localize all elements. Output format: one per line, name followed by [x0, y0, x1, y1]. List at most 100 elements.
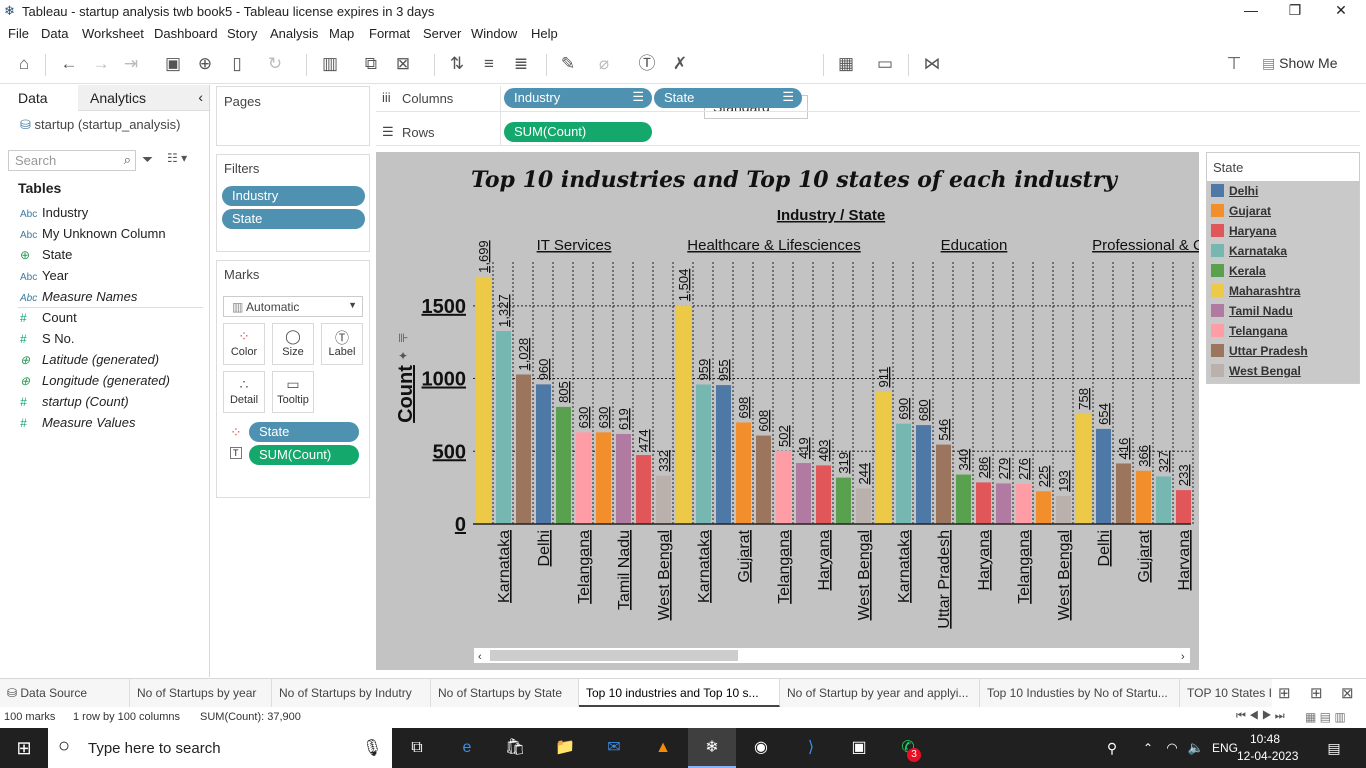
menu-worksheet[interactable]: Worksheet: [82, 26, 144, 41]
field-item[interactable]: Abc Year: [20, 268, 68, 288]
pages-card[interactable]: Pages: [216, 86, 370, 146]
sheet-tab[interactable]: No of Startups by year: [130, 679, 272, 707]
bar[interactable]: [676, 305, 691, 524]
people-icon[interactable]: ⚲: [1106, 740, 1118, 756]
share-icon[interactable]: ⋈: [923, 54, 941, 73]
bar[interactable]: [696, 384, 711, 524]
sheet-tab[interactable]: No of Startups by State: [431, 679, 579, 707]
bar[interactable]: [756, 435, 771, 524]
bar[interactable]: [1096, 428, 1111, 524]
menu-story[interactable]: Story: [227, 26, 258, 41]
sheet-tab[interactable]: No of Startup by year and applyi...: [780, 679, 980, 707]
close-icon[interactable]: ✕: [1335, 2, 1347, 18]
bar[interactable]: [476, 276, 491, 524]
bar[interactable]: [596, 432, 611, 524]
legend-item[interactable]: Telangana: [1211, 324, 1287, 344]
tab-data-source[interactable]: ⛁ Data Source: [0, 679, 130, 707]
bar[interactable]: [876, 391, 891, 524]
swap-rows-columns-icon[interactable]: ⇅: [449, 54, 465, 73]
edge-icon[interactable]: e: [462, 739, 472, 756]
legend-item[interactable]: Karnataka: [1211, 244, 1287, 264]
bar[interactable]: [1016, 483, 1031, 524]
column-pill-industry[interactable]: Industry ☰: [504, 88, 652, 108]
legend-item[interactable]: Kerala: [1211, 264, 1266, 284]
group-members-icon[interactable]: ⌀: [598, 54, 610, 73]
replay-icon[interactable]: ⇥: [123, 54, 139, 73]
bar[interactable]: [1116, 463, 1131, 524]
bar[interactable]: [816, 465, 831, 524]
notifications-icon[interactable]: ▤: [1327, 740, 1341, 756]
field-item[interactable]: Abc Measure Names: [20, 289, 137, 309]
legend-item[interactable]: Maharashtra: [1211, 284, 1300, 304]
menu-file[interactable]: File: [8, 26, 29, 41]
bar[interactable]: [616, 433, 631, 524]
language-indicator[interactable]: ENG: [1212, 741, 1239, 755]
field-item[interactable]: # S No.: [20, 331, 75, 351]
task-view-icon[interactable]: ⧉: [411, 739, 423, 756]
bar[interactable]: [956, 474, 971, 524]
sheet-tab[interactable]: Top 10 Industies by No of Startu...: [980, 679, 1180, 707]
bar[interactable]: [916, 425, 931, 524]
search-input[interactable]: Search ⌕: [8, 150, 136, 171]
scrollbar-thumb[interactable]: [490, 650, 738, 661]
pause-updates-icon[interactable]: ▯: [232, 54, 242, 73]
sheet-navigation-icon[interactable]: ⏮ ◀ ▶ ⏭: [1236, 710, 1285, 722]
clear-sheet-icon[interactable]: ⊠: [395, 54, 411, 73]
menu-map[interactable]: Map: [329, 26, 355, 41]
size-button[interactable]: ◯ Size: [272, 323, 314, 365]
mail-icon[interactable]: ✉: [607, 739, 621, 756]
menu-window[interactable]: Window: [471, 26, 518, 41]
row-pill-sum-count[interactable]: SUM(Count): [504, 122, 652, 142]
sort-ascending-icon[interactable]: ≡: [484, 54, 494, 73]
filter-pill-industry[interactable]: Industry: [222, 186, 365, 206]
wifi-icon[interactable]: ◠: [1166, 740, 1178, 755]
minimize-icon[interactable]: —: [1244, 2, 1258, 18]
field-item[interactable]: # startup (Count): [20, 394, 129, 414]
columns-shelf[interactable]: iii Columns Industry ☰ State ☰: [376, 86, 1360, 112]
pin-icon[interactable]: ⊤: [1226, 54, 1242, 73]
menu-dashboard[interactable]: Dashboard: [154, 26, 218, 41]
new-worksheet-icon[interactable]: ▥: [321, 54, 339, 73]
show-cards-icon[interactable]: ▦: [837, 54, 855, 73]
bar[interactable]: [636, 455, 651, 524]
mark-pill-state[interactable]: State: [249, 422, 359, 442]
vscode-icon[interactable]: ⟩: [807, 739, 815, 756]
view-options-icon[interactable]: ☷ ▾: [167, 151, 188, 165]
highlight-icon[interactable]: ✎: [560, 54, 576, 73]
sheet-tab[interactable]: Top 10 industries and Top 10 s...: [579, 679, 780, 707]
bar[interactable]: [1176, 490, 1191, 524]
bar[interactable]: [716, 385, 731, 524]
show-mark-labels-icon[interactable]: Ⓣ: [638, 54, 656, 73]
bar[interactable]: [836, 477, 851, 524]
home-icon[interactable]: ⌂: [18, 54, 30, 73]
chart-area[interactable]: Top 10 industries and Top 10 states of e…: [376, 152, 1199, 670]
mark-type-dropdown[interactable]: ▥ Automatic ▼: [223, 296, 363, 317]
collapse-pane-icon[interactable]: ‹: [198, 89, 203, 105]
menu-server[interactable]: Server: [423, 26, 462, 41]
scroll-left-icon[interactable]: ‹: [478, 651, 482, 663]
grid-view-icon[interactable]: ▦ ▤ ▥: [1305, 710, 1346, 724]
bar[interactable]: [536, 384, 551, 524]
bar[interactable]: [856, 488, 871, 524]
mark-pill-sum-count[interactable]: SUM(Count): [249, 445, 359, 465]
tableau-taskbar-button[interactable]: ❄: [688, 728, 736, 768]
save-icon[interactable]: ▣: [164, 54, 182, 73]
bar[interactable]: [656, 475, 671, 524]
tab-data[interactable]: Data: [0, 85, 78, 111]
show-me-button[interactable]: ▤ Show Me: [1262, 55, 1337, 72]
field-item[interactable]: ⊕ Longitude (generated): [20, 373, 170, 393]
sort-descending-icon[interactable]: ≣: [513, 54, 529, 73]
clock-date[interactable]: 12-04-2023: [1237, 749, 1299, 763]
bar[interactable]: [576, 432, 591, 524]
new-worksheet-icon[interactable]: ⊞: [1278, 685, 1291, 702]
column-pill-state[interactable]: State ☰: [654, 88, 802, 108]
menu-help[interactable]: Help: [531, 26, 558, 41]
menu-format[interactable]: Format: [369, 26, 411, 41]
refresh-icon[interactable]: ↻: [267, 54, 283, 73]
color-button[interactable]: ⁘ Color: [223, 323, 265, 365]
legend-item[interactable]: Gujarat: [1211, 204, 1271, 224]
duplicate-sheet-icon[interactable]: ⧉: [364, 54, 378, 73]
menu-analysis[interactable]: Analysis: [270, 26, 319, 41]
field-item[interactable]: # Count: [20, 310, 77, 330]
field-item[interactable]: ⊕ Latitude (generated): [20, 352, 159, 372]
